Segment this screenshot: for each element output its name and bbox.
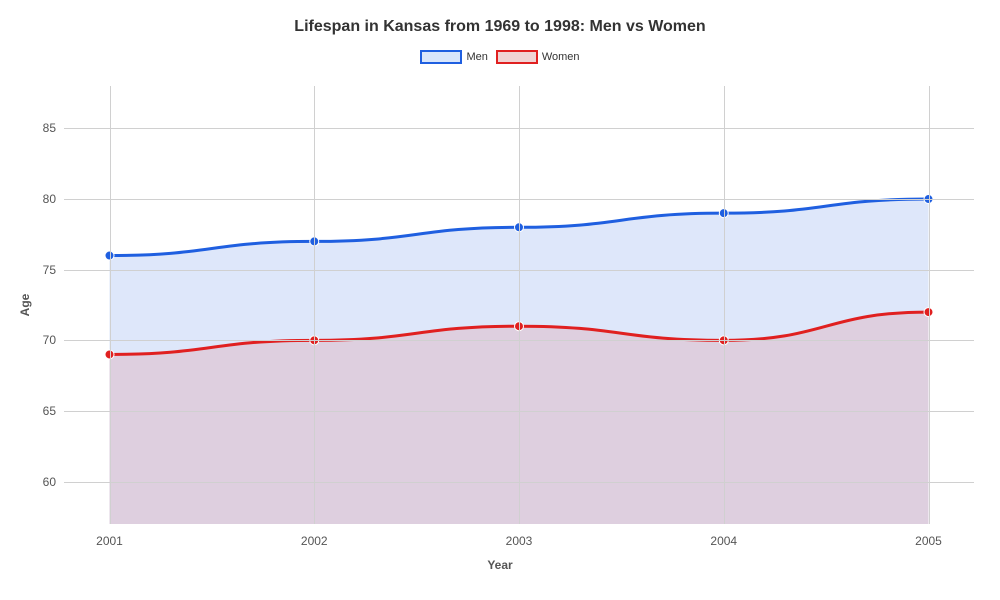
legend-swatch-men xyxy=(420,50,462,64)
x-tick-label: 2003 xyxy=(506,534,533,548)
gridline-h xyxy=(64,199,974,200)
gridline-v xyxy=(724,86,725,524)
x-axis-title: Year xyxy=(487,558,512,572)
legend-label-women: Women xyxy=(542,51,580,63)
gridline-h xyxy=(64,340,974,341)
gridline-v xyxy=(110,86,111,524)
legend-label-men: Men xyxy=(466,51,487,63)
legend-item-men: Men xyxy=(420,50,487,64)
y-tick-label: 85 xyxy=(36,121,56,135)
y-tick-label: 75 xyxy=(36,263,56,277)
y-tick-label: 65 xyxy=(36,404,56,418)
legend: Men Women xyxy=(0,50,1000,64)
y-tick-label: 60 xyxy=(36,475,56,489)
y-axis-title: Age xyxy=(18,294,32,317)
legend-swatch-women xyxy=(496,50,538,64)
gridline-v xyxy=(314,86,315,524)
legend-item-women: Women xyxy=(496,50,580,64)
plot-area xyxy=(64,86,974,524)
gridline-v xyxy=(519,86,520,524)
gridline-h xyxy=(64,128,974,129)
chart-title: Lifespan in Kansas from 1969 to 1998: Me… xyxy=(0,0,1000,36)
x-tick-label: 2005 xyxy=(915,534,942,548)
gridline-v xyxy=(929,86,930,524)
chart-container: Lifespan in Kansas from 1969 to 1998: Me… xyxy=(0,0,1000,600)
y-tick-label: 80 xyxy=(36,192,56,206)
y-tick-label: 70 xyxy=(36,333,56,347)
gridline-h xyxy=(64,270,974,271)
x-tick-label: 2004 xyxy=(710,534,737,548)
x-tick-label: 2002 xyxy=(301,534,328,548)
x-tick-label: 2001 xyxy=(96,534,123,548)
gridline-h xyxy=(64,482,974,483)
gridline-h xyxy=(64,411,974,412)
